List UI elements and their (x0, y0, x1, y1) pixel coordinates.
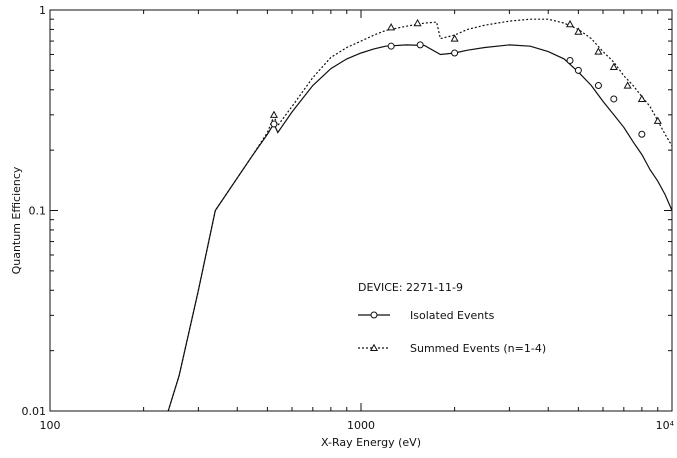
marker-summed (609, 62, 618, 71)
marker-isolated (270, 120, 278, 128)
y-axis-label: Quantum Efficiency (10, 166, 23, 274)
marker-summed (653, 116, 662, 124)
marker-summed (623, 81, 632, 89)
x-axis-label: X-Ray Energy (eV) (321, 436, 421, 449)
marker-isolated (416, 41, 424, 49)
legend-marker-isolated (370, 311, 378, 319)
marker-isolated (574, 66, 582, 74)
x-tick-label: 100 (40, 419, 61, 432)
marker-summed (413, 18, 422, 27)
legend-marker-summed (369, 343, 379, 352)
marker-isolated (387, 42, 395, 50)
marker-isolated (451, 49, 459, 57)
legend-title: DEVICE: 2271-11-9 (358, 281, 463, 294)
marker-isolated (594, 82, 602, 90)
marker-summed (637, 94, 646, 103)
marker-summed (565, 19, 575, 28)
marker-summed (269, 110, 279, 118)
marker-isolated (610, 95, 618, 103)
legend-label-summed: Summed Events (n=1-4) (410, 342, 546, 355)
series-line-isolated (167, 44, 673, 412)
legend-label-isolated: Isolated Events (410, 309, 495, 322)
marker-summed (387, 23, 396, 31)
y-tick-label: 0.1 (29, 205, 47, 218)
marker-summed (450, 34, 459, 42)
marker-isolated (566, 56, 574, 64)
marker-summed (594, 47, 603, 55)
x-tick-label: 10⁴ (656, 419, 675, 432)
x-tick-label: 1000 (347, 419, 375, 432)
y-tick-label: 0.01 (22, 405, 47, 418)
series-line-summed (167, 18, 673, 412)
marker-summed (574, 27, 583, 35)
y-tick-label: 1 (39, 4, 46, 17)
marker-isolated (638, 130, 646, 138)
